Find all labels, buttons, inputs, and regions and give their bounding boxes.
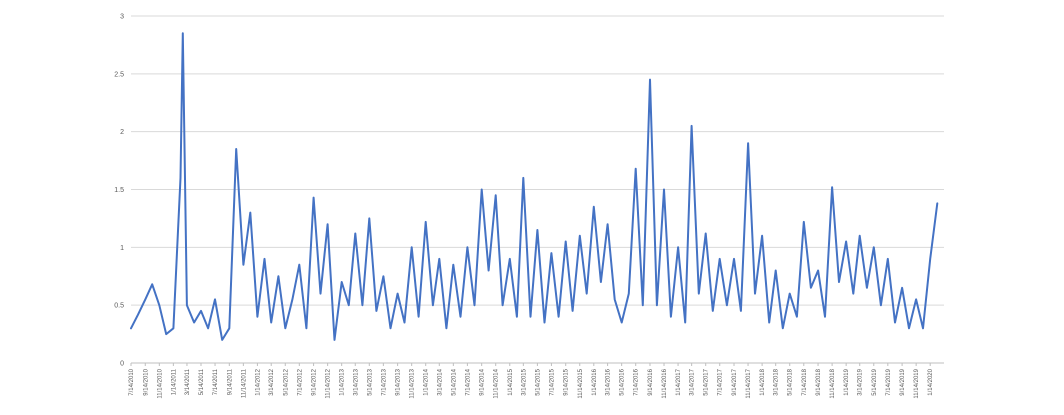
x-tick-label: 5/14/2019 (872, 368, 878, 395)
x-tick-label: 5/14/2016 (620, 368, 626, 395)
x-tick-label: 9/14/2019 (900, 368, 906, 395)
y-tick-label: 3 (120, 14, 124, 21)
x-tick-label: 7/14/2012 (297, 368, 303, 395)
gridlines (131, 15, 944, 364)
x-tick-label: 11/14/2010 (157, 368, 163, 398)
x-tick-label: 1/14/2018 (760, 368, 766, 395)
x-tick-label: 7/14/2017 (718, 368, 724, 395)
x-tick-label: 9/14/2010 (143, 368, 149, 395)
x-tick-label: 5/14/2013 (367, 368, 373, 395)
x-tick-label: 1/14/2011 (171, 368, 177, 395)
x-tick-label: 5/14/2012 (283, 368, 289, 395)
x-tick-label: 1/14/2014 (424, 368, 430, 395)
x-tick-label: 1/14/2017 (676, 368, 682, 395)
x-tick-label: 1/14/2013 (340, 368, 346, 395)
x-tick-label: 3/14/2011 (185, 368, 191, 395)
x-tick-label: 1/14/2016 (592, 368, 598, 395)
x-tick-label: 1/14/2019 (844, 368, 850, 395)
x-tick-label: 7/14/2010 (129, 368, 135, 395)
y-tick-label: 0 (120, 361, 124, 368)
x-tick-label: 7/14/2018 (802, 368, 808, 395)
x-tick-label: 5/14/2014 (451, 368, 457, 395)
series-area (130, 32, 939, 341)
x-tick-label: 5/14/2018 (788, 368, 794, 395)
y-tick-label: 2.5 (114, 71, 124, 78)
x-tick-label: 5/14/2015 (535, 368, 541, 395)
x-tick-label: 1/14/2012 (255, 368, 261, 395)
x-tick-label: 1/14/2015 (508, 368, 514, 395)
x-tick-label: 5/14/2011 (199, 368, 205, 395)
y-tick-label: 1.5 (114, 187, 124, 194)
x-tick-label: 9/14/2018 (816, 368, 822, 395)
x-tick-label: 11/14/2014 (494, 368, 500, 398)
x-tick-label: 11/14/2018 (830, 368, 836, 398)
x-tick-label: 3/14/2015 (521, 368, 527, 395)
x-tick-label: 11/14/2019 (914, 368, 920, 398)
x-tick-label: 3/14/2014 (437, 368, 443, 395)
x-axis: 7/14/2010 9/14/2010 11/14/2010 1/14/2011 3/1… (129, 363, 934, 399)
x-tick-label: 11/14/2016 (662, 368, 668, 398)
x-tick-label: 3/14/2013 (353, 368, 359, 395)
x-tick-label: 9/14/2015 (564, 368, 570, 395)
y-tick-label: 1 (120, 245, 124, 252)
x-tick-label: 7/14/2015 (549, 368, 555, 395)
x-tick-label: 11/14/2013 (410, 368, 416, 398)
x-tick-label: 9/14/2013 (396, 368, 402, 395)
x-tick-label: 3/14/2016 (606, 368, 612, 395)
y-tick-label: 0.5 (114, 303, 124, 310)
x-tick-label: 3/14/2019 (858, 368, 864, 395)
x-tick-label: 9/14/2017 (732, 368, 738, 395)
y-tick-label: 2 (120, 129, 124, 136)
x-tick-label: 7/14/2019 (886, 368, 892, 395)
series-line (130, 32, 939, 341)
x-tick-label: 3/14/2017 (690, 368, 696, 395)
x-tick-label: 9/14/2014 (480, 368, 486, 395)
x-tick-label: 9/14/2011 (227, 368, 233, 395)
x-tick-label: 9/14/2012 (312, 368, 318, 395)
x-tick-label: 11/14/2017 (746, 368, 752, 398)
x-tick-label: 1/14/2020 (928, 368, 934, 395)
x-tick-label: 9/14/2016 (648, 368, 654, 395)
x-tick-label: 7/14/2014 (465, 368, 471, 395)
x-tick-label: 11/14/2011 (241, 368, 247, 398)
x-tick-label: 11/14/2015 (578, 368, 584, 398)
x-tick-label: 7/14/2011 (213, 368, 219, 395)
y-axis: 0 0.5 1 1.5 2 2.5 3 (114, 14, 124, 368)
x-tick-label: 3/14/2012 (269, 368, 275, 395)
x-tick-label: 11/14/2012 (326, 368, 332, 398)
x-tick-label: 5/14/2017 (704, 368, 710, 395)
x-tick-label: 3/14/2018 (774, 368, 780, 395)
x-tick-label: 7/14/2016 (634, 368, 640, 395)
x-tick-label: 7/14/2013 (381, 368, 387, 395)
